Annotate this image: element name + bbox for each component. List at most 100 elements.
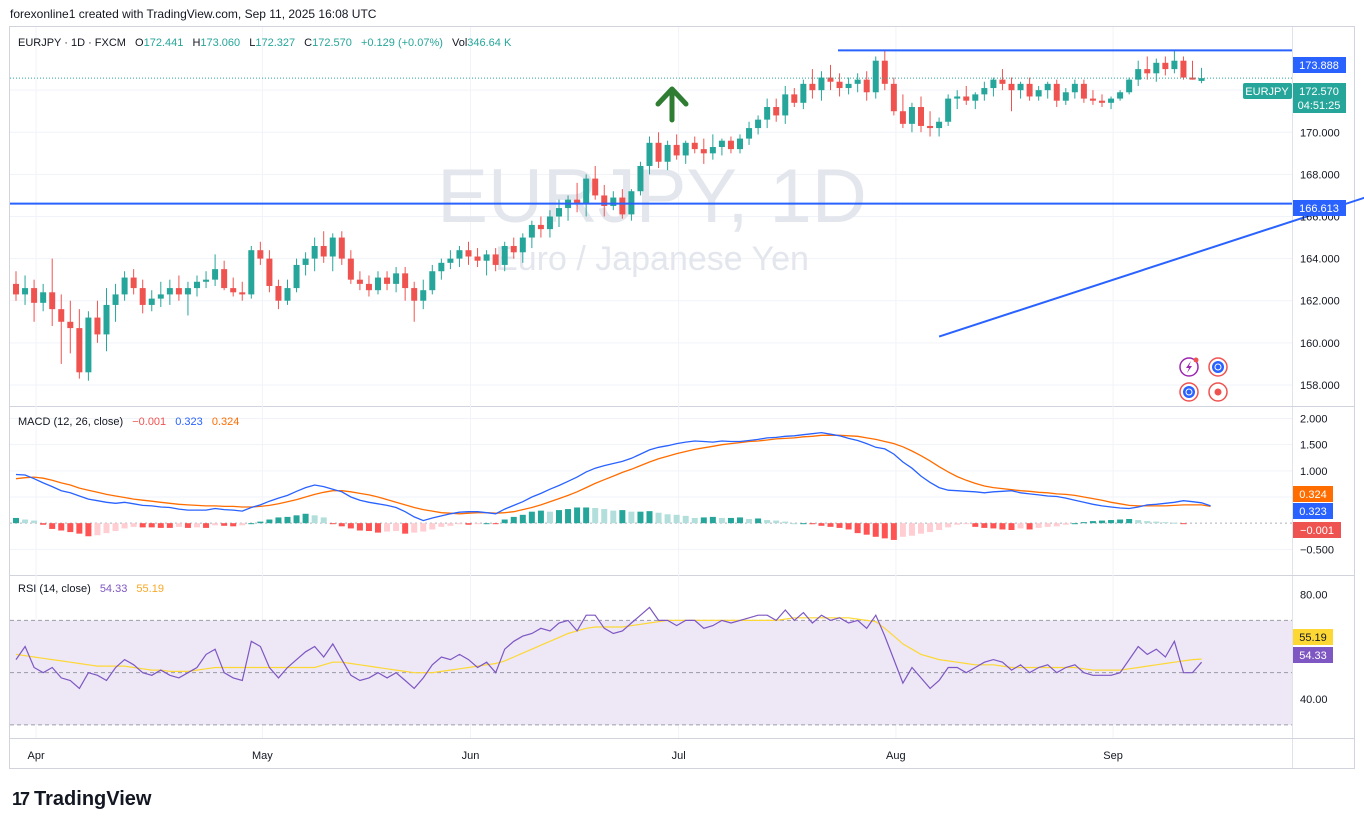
macd-hist-bar-34	[320, 517, 327, 524]
macd-hist-bar-110	[1008, 523, 1015, 530]
macd-hist-bar-96	[881, 523, 888, 539]
macd-hist-bar-103	[945, 523, 952, 528]
macd-hist-bar-114	[1044, 523, 1051, 527]
rsi-axis[interactable]: 80.00 40.00	[1300, 589, 1328, 706]
record-dot-icon[interactable]	[1208, 382, 1228, 402]
candle-body-2	[31, 288, 38, 303]
macd-value-label-text: 0.323	[1299, 506, 1327, 518]
macd-hist-bar-55	[510, 516, 517, 524]
macd-hist-bar-24	[230, 523, 237, 527]
candle-body-43	[402, 273, 409, 289]
candle-body-131	[1198, 78, 1205, 81]
candle-body-69	[637, 165, 644, 192]
macd-hist-bar-42	[393, 523, 400, 532]
symbol-tag: EURJPY	[1243, 83, 1292, 99]
macd-line	[15, 431, 1211, 522]
candle-body-51	[474, 256, 481, 261]
macd-hist-bar-35	[329, 523, 336, 525]
rsi-tick-0: 80.00	[1300, 589, 1328, 601]
macd-hist-bar-31	[293, 515, 300, 524]
tradingview-brand[interactable]: 17 TradingView	[12, 788, 151, 811]
macd-hist-bar-88	[809, 523, 816, 525]
candle-body-30	[284, 288, 291, 301]
time-label-3: Jul	[672, 750, 686, 762]
macd-hist-bar-108	[990, 523, 997, 529]
support-price-label: 166.613	[1293, 200, 1346, 216]
candle-body-73	[673, 144, 680, 156]
macd-hist-bar-120	[1099, 520, 1105, 524]
candle-body-26	[248, 250, 255, 295]
time-axis[interactable]: Apr May Jun Jul Aug Sep	[28, 750, 1123, 762]
candle-body-80	[737, 138, 743, 150]
macd-hist-bar-33	[311, 515, 318, 524]
calendar-globe-icon[interactable]	[1208, 357, 1228, 377]
candle-body-98	[899, 111, 906, 124]
macd-tick-2: 1.000	[1300, 466, 1328, 478]
candle-body-25	[239, 292, 246, 295]
candle-body-65	[601, 195, 608, 206]
price-axis[interactable]: 172.000170.000168.000166.000164.000162.0…	[1300, 85, 1340, 392]
candle-body-115	[1053, 83, 1060, 101]
candle-body-92	[845, 83, 852, 89]
candle-body-47	[438, 262, 445, 272]
macd-legend-signal: 0.324	[212, 416, 240, 428]
candle-body-60	[556, 208, 562, 217]
macd-hist-bar-7	[76, 523, 83, 534]
lightning-alert-icon[interactable]	[1179, 357, 1199, 377]
macd-hist-bar-9	[94, 523, 101, 536]
candle-body-53	[492, 254, 499, 265]
candle-body-87	[800, 83, 807, 103]
candle-body-122	[1117, 92, 1124, 99]
candle-body-67	[619, 197, 626, 215]
candle-body-125	[1144, 69, 1151, 74]
macd-hist-bar-8	[85, 523, 92, 537]
macd-hist-bar-28	[266, 519, 273, 524]
candle-body-56	[519, 237, 526, 253]
rsi-ma-label: 55.19	[1293, 629, 1333, 645]
macd-hist-bar-40	[375, 523, 381, 533]
macd-hist-bar-43	[402, 523, 409, 534]
time-label-2: Jun	[462, 750, 480, 762]
rsi-legend: RSI (14, close) 54.33 55.19	[18, 583, 164, 595]
candle-body-110	[1008, 83, 1015, 91]
macd-hist-label-text: −0.001	[1300, 525, 1334, 537]
macd-hist-bar-16	[157, 523, 164, 528]
macd-hist-bar-117	[1071, 523, 1078, 525]
macd-tick-4: −0.500	[1300, 544, 1334, 556]
candle-body-39	[365, 283, 372, 291]
up-arrow-icon	[655, 86, 689, 123]
candle-body-82	[755, 119, 762, 129]
macd-hist-bar-80	[737, 517, 743, 524]
macd-hist-bar-45	[420, 523, 427, 532]
news-globe-icon[interactable]	[1179, 382, 1199, 402]
macd-hist-bar-13	[130, 523, 137, 527]
macd-hist-bar-62	[574, 507, 581, 524]
last-price-text: 172.570	[1299, 86, 1339, 98]
candle-body-102	[936, 121, 943, 129]
macd-hist-bar-53	[492, 523, 499, 525]
symbol-tag-text: EURJPY	[1245, 86, 1289, 98]
candle-body-129	[1180, 60, 1187, 78]
macd-hist-bar-112	[1026, 523, 1033, 530]
time-label-4: Aug	[886, 750, 906, 762]
candle-body-75	[691, 142, 698, 150]
macd-hist-bar-38	[356, 523, 363, 531]
candle-body-90	[827, 77, 834, 82]
macd-hist-bar-2	[31, 520, 38, 524]
macd-hist-bar-87	[800, 523, 807, 525]
created-header: forexonline1 created with TradingView.co…	[10, 7, 377, 21]
candle-body-84	[773, 107, 780, 116]
candle-body-94	[863, 79, 870, 93]
macd-hist-bar-127	[1162, 522, 1169, 524]
candle-body-17	[166, 288, 173, 295]
macd-hist-bar-78	[718, 517, 725, 524]
candle-body-15	[148, 298, 155, 305]
time-label-0: Apr	[28, 750, 45, 762]
macd-hist-bar-72	[664, 514, 671, 524]
candle-body-46	[429, 271, 436, 291]
rsi-pane	[10, 606, 1292, 726]
macd-hist-bar-113	[1035, 523, 1042, 528]
candle-body-103	[945, 98, 952, 122]
